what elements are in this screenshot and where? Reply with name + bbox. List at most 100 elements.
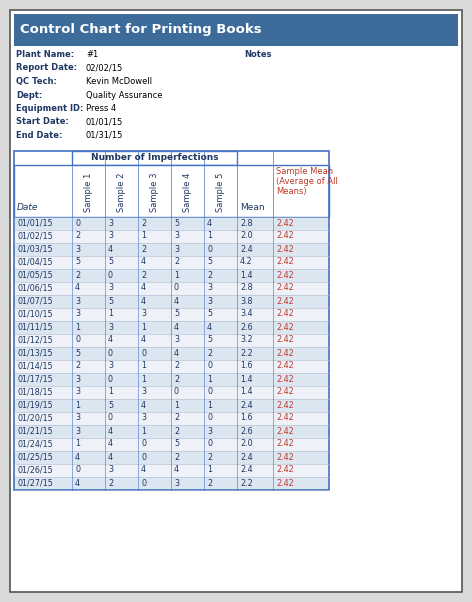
Bar	[14, 438, 329, 450]
Text: 01/07/15: 01/07/15	[17, 297, 53, 305]
Bar	[14, 450, 329, 464]
Text: 1: 1	[207, 400, 212, 409]
Text: 2.42: 2.42	[276, 465, 294, 474]
Text: 2: 2	[174, 426, 179, 435]
Text: 01/13/15: 01/13/15	[17, 349, 52, 358]
Text: 1.4: 1.4	[240, 374, 253, 383]
Text: 2.42: 2.42	[276, 219, 294, 228]
Bar	[14, 14, 458, 46]
Text: 5: 5	[75, 258, 80, 267]
Text: 1: 1	[174, 400, 179, 409]
Text: 3: 3	[75, 244, 80, 253]
Text: 1.4: 1.4	[240, 270, 253, 279]
Text: 4: 4	[141, 297, 146, 305]
Text: 3: 3	[75, 297, 80, 305]
Bar	[72, 150, 237, 164]
Text: 4: 4	[141, 258, 146, 267]
Text: 3: 3	[141, 388, 146, 397]
Text: 4: 4	[141, 400, 146, 409]
Text: 4: 4	[174, 297, 179, 305]
Text: 01/14/15: 01/14/15	[17, 361, 52, 370]
Text: 3: 3	[108, 232, 113, 241]
Text: 2.42: 2.42	[276, 244, 294, 253]
Text: QC Tech:: QC Tech:	[16, 77, 57, 86]
Text: 5: 5	[108, 400, 113, 409]
Text: 1: 1	[75, 439, 80, 448]
Text: 01/12/15: 01/12/15	[17, 335, 53, 344]
Text: 2.8: 2.8	[240, 284, 253, 293]
Text: 01/25/15: 01/25/15	[17, 453, 53, 462]
Text: 3: 3	[75, 309, 80, 318]
Text: 2: 2	[141, 219, 146, 228]
Text: 1: 1	[108, 309, 113, 318]
Text: Sample 2: Sample 2	[117, 173, 126, 213]
Text: 01/01/15: 01/01/15	[17, 219, 52, 228]
Text: Sample Mean
(Average of All
Means): Sample Mean (Average of All Means)	[276, 167, 338, 196]
Text: 01/04/15: 01/04/15	[17, 258, 52, 267]
Text: 0: 0	[207, 414, 212, 423]
Text: 4.2: 4.2	[240, 258, 253, 267]
Text: 1: 1	[174, 270, 179, 279]
Text: 5: 5	[174, 219, 179, 228]
Text: 3: 3	[75, 388, 80, 397]
Text: Quality Assurance: Quality Assurance	[86, 90, 162, 99]
Text: 2: 2	[207, 349, 212, 358]
Text: 1: 1	[108, 388, 113, 397]
Bar	[14, 164, 329, 217]
Text: 01/05/15: 01/05/15	[17, 270, 53, 279]
Text: 4: 4	[141, 465, 146, 474]
Text: 0: 0	[108, 349, 113, 358]
Text: 3: 3	[108, 219, 113, 228]
Bar	[14, 424, 329, 438]
Text: 2.42: 2.42	[276, 349, 294, 358]
Text: 4: 4	[207, 323, 212, 332]
Text: 2: 2	[174, 258, 179, 267]
Text: 1: 1	[141, 374, 146, 383]
Text: 1: 1	[207, 232, 212, 241]
Text: 3: 3	[141, 309, 146, 318]
Text: 3: 3	[108, 465, 113, 474]
Text: 1.6: 1.6	[240, 361, 253, 370]
Text: 0: 0	[207, 361, 212, 370]
Text: 2.42: 2.42	[276, 426, 294, 435]
Text: 0: 0	[141, 439, 146, 448]
Text: 0: 0	[174, 284, 179, 293]
Text: Date: Date	[17, 203, 38, 213]
Text: 01/26/15: 01/26/15	[17, 465, 53, 474]
Text: 3: 3	[174, 479, 179, 488]
Text: 3: 3	[75, 426, 80, 435]
Bar	[14, 268, 329, 282]
Text: 3: 3	[174, 244, 179, 253]
Text: 2.2: 2.2	[240, 479, 253, 488]
Text: 2.6: 2.6	[240, 323, 253, 332]
Text: 2: 2	[174, 361, 179, 370]
Text: Notes: Notes	[244, 50, 271, 59]
Text: 5: 5	[174, 309, 179, 318]
Text: 01/11/15: 01/11/15	[17, 323, 52, 332]
Text: 2.42: 2.42	[276, 258, 294, 267]
Bar	[14, 320, 329, 334]
Text: 2.42: 2.42	[276, 335, 294, 344]
Text: 01/02/15: 01/02/15	[17, 232, 53, 241]
Text: 4: 4	[108, 453, 113, 462]
Bar	[14, 217, 329, 229]
Text: 2.42: 2.42	[276, 374, 294, 383]
Text: 4: 4	[174, 465, 179, 474]
Text: 4: 4	[174, 323, 179, 332]
Text: 0: 0	[141, 479, 146, 488]
Text: 5: 5	[207, 309, 212, 318]
Text: 0: 0	[108, 374, 113, 383]
Text: Dept:: Dept:	[16, 90, 42, 99]
Text: Start Date:: Start Date:	[16, 117, 69, 126]
Text: Plant Name:: Plant Name:	[16, 50, 74, 59]
Bar	[14, 308, 329, 320]
Text: 4: 4	[75, 453, 80, 462]
Text: 1: 1	[141, 426, 146, 435]
Text: #1: #1	[86, 50, 98, 59]
Bar	[14, 164, 329, 217]
Text: 01/03/15: 01/03/15	[17, 244, 52, 253]
Bar	[14, 412, 329, 424]
Text: 0: 0	[174, 388, 179, 397]
Text: 2.42: 2.42	[276, 414, 294, 423]
Text: Sample 1: Sample 1	[84, 173, 93, 213]
